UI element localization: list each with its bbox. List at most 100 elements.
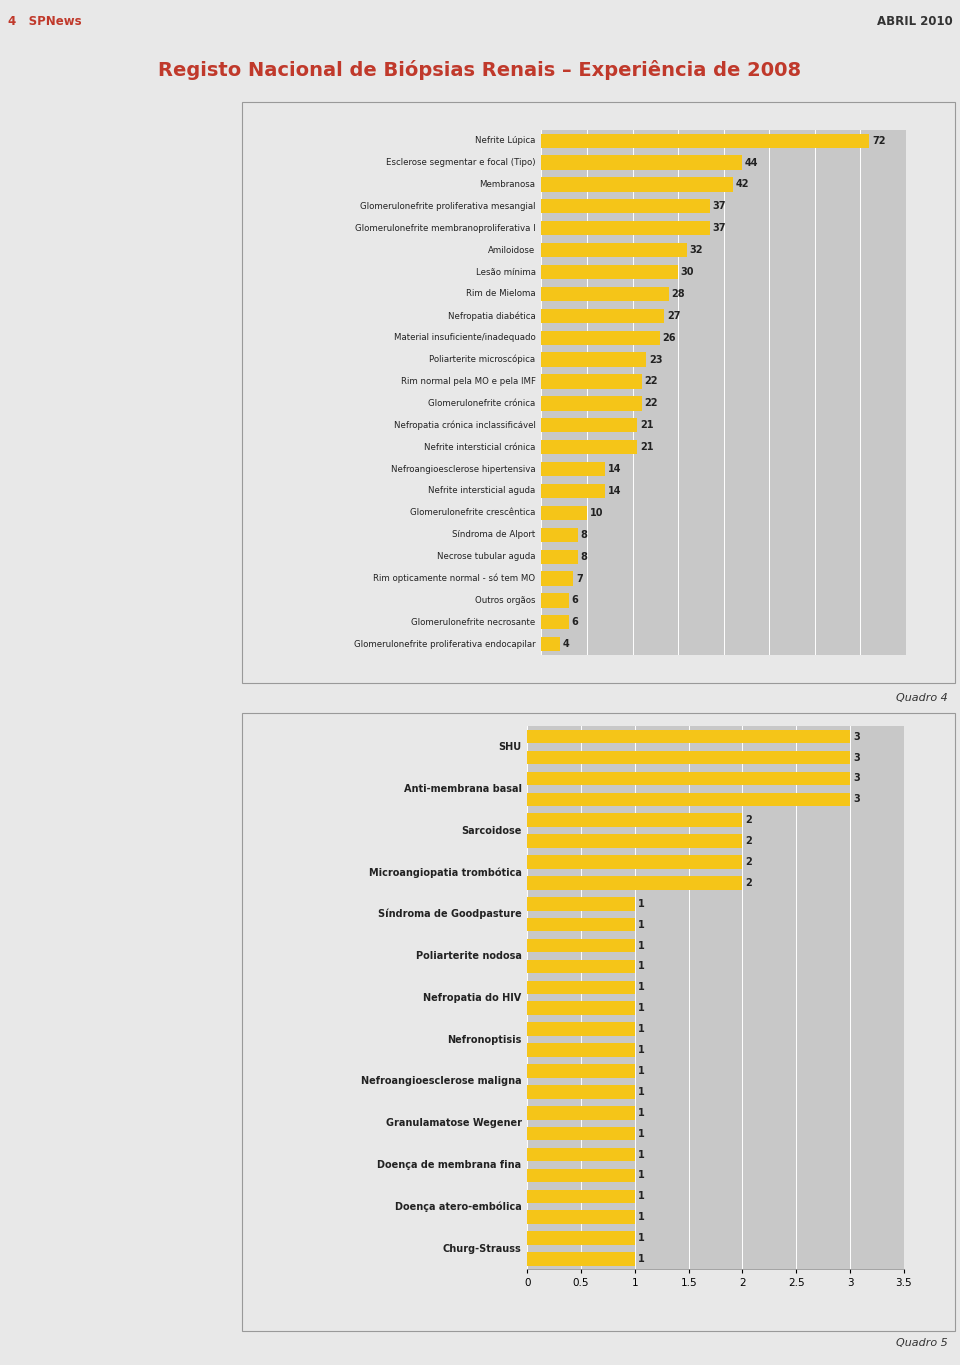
Text: 2: 2 [746, 857, 753, 867]
Text: Rim opticamente normal - só tem MO: Rim opticamente normal - só tem MO [373, 573, 536, 583]
Bar [541, 330, 660, 345]
Text: 14: 14 [608, 464, 621, 474]
Text: 14: 14 [608, 486, 621, 495]
Text: 1: 1 [638, 1254, 645, 1264]
Bar [527, 730, 850, 744]
Text: Nefropatia crónica inclassificável: Nefropatia crónica inclassificável [394, 420, 536, 430]
Text: Rim normal pela MO e pela IMF: Rim normal pela MO e pela IMF [400, 377, 536, 386]
Bar [541, 572, 573, 586]
Bar [527, 1065, 635, 1078]
Bar [527, 1127, 635, 1140]
Text: 23: 23 [649, 355, 662, 364]
Text: 1: 1 [638, 983, 645, 992]
Text: Glomerulonefrite crescêntica: Glomerulonefrite crescêntica [410, 508, 536, 517]
Bar [541, 308, 664, 324]
Bar [527, 1148, 635, 1162]
Text: 22: 22 [644, 377, 658, 386]
Bar [527, 960, 635, 973]
Bar [541, 177, 732, 191]
Text: 3: 3 [853, 794, 860, 804]
Text: 1: 1 [638, 1024, 645, 1035]
Bar [527, 939, 635, 953]
Text: Síndroma de Goodpasture: Síndroma de Goodpasture [378, 909, 521, 920]
Bar [527, 1231, 635, 1245]
Text: 37: 37 [712, 201, 726, 212]
Bar [541, 461, 605, 476]
Bar [527, 834, 742, 848]
Text: Lesão mínima: Lesão mínima [475, 268, 536, 277]
Text: 1: 1 [638, 1129, 645, 1138]
Text: Esclerose segmentar e focal (Tipo): Esclerose segmentar e focal (Tipo) [386, 158, 536, 167]
Bar [527, 771, 850, 785]
Bar [541, 483, 605, 498]
Bar [541, 352, 646, 367]
Text: Nefroangioesclerose maligna: Nefroangioesclerose maligna [361, 1077, 521, 1087]
Text: Nefronoptisis: Nefronoptisis [447, 1035, 521, 1044]
Text: 1: 1 [638, 1192, 645, 1201]
Text: Churg-Strauss: Churg-Strauss [443, 1244, 521, 1253]
Text: Outros orgãos: Outros orgãos [475, 597, 536, 605]
Text: Glomerulonefrite crónica: Glomerulonefrite crónica [428, 399, 536, 408]
Text: Doença de membrana fina: Doença de membrana fina [377, 1160, 521, 1170]
Text: Rim de Mieloma: Rim de Mieloma [466, 289, 536, 299]
Text: 10: 10 [589, 508, 603, 517]
Text: 1: 1 [638, 940, 645, 950]
Text: Anti-membrana basal: Anti-membrana basal [403, 784, 521, 794]
Bar [541, 506, 587, 520]
Text: 37: 37 [712, 224, 726, 233]
Text: Membranosa: Membranosa [480, 180, 536, 188]
Text: 1: 1 [638, 1066, 645, 1076]
Text: 3: 3 [853, 774, 860, 784]
Text: 6: 6 [571, 617, 578, 628]
Text: 32: 32 [690, 246, 704, 255]
Bar [527, 793, 850, 807]
Text: 1: 1 [638, 1046, 645, 1055]
Bar [527, 876, 742, 890]
Bar [527, 917, 635, 931]
Text: Amiloidose: Amiloidose [489, 246, 536, 255]
Text: Doença atero-embólica: Doença atero-embólica [395, 1201, 521, 1212]
Text: 1: 1 [638, 898, 645, 909]
Text: 3: 3 [853, 732, 860, 741]
Text: 4: 4 [563, 639, 569, 650]
Text: 26: 26 [662, 333, 676, 343]
Bar [527, 1252, 635, 1265]
Bar [527, 1043, 635, 1057]
Text: 1: 1 [638, 1233, 645, 1244]
Text: 30: 30 [681, 268, 694, 277]
Text: 42: 42 [735, 179, 749, 190]
Bar [541, 221, 709, 235]
Text: Síndroma de Alport: Síndroma de Alport [452, 530, 536, 539]
Text: Quadro 4: Quadro 4 [897, 692, 948, 703]
Bar [541, 287, 669, 302]
Text: ABRIL 2010: ABRIL 2010 [876, 15, 952, 29]
Text: 1: 1 [638, 1108, 645, 1118]
Bar [541, 418, 637, 433]
Text: 7: 7 [576, 573, 583, 584]
Text: 2: 2 [746, 837, 753, 846]
Bar [541, 440, 637, 455]
Bar [541, 243, 687, 257]
Bar [527, 856, 742, 868]
Text: Quadro 5: Quadro 5 [897, 1338, 948, 1349]
Text: Glomerulonefrite proliferativa mesangial: Glomerulonefrite proliferativa mesangial [360, 202, 536, 210]
Bar [541, 374, 641, 389]
Bar [541, 616, 569, 629]
Text: Poliarterite microscópica: Poliarterite microscópica [429, 355, 536, 364]
Text: Nefroangioesclerose hipertensiva: Nefroangioesclerose hipertensiva [391, 464, 536, 474]
Text: 1: 1 [638, 1087, 645, 1097]
Text: Microangiopatia trombótica: Microangiopatia trombótica [369, 867, 521, 878]
Text: 22: 22 [644, 399, 658, 408]
Bar [527, 1106, 635, 1119]
Text: 8: 8 [581, 551, 588, 561]
Text: Glomerulonefrite proliferativa endocapilar: Glomerulonefrite proliferativa endocapil… [354, 640, 536, 648]
Text: Nefropatia diabética: Nefropatia diabética [448, 311, 536, 321]
Bar [527, 1168, 635, 1182]
Bar [527, 897, 635, 910]
Bar [527, 1002, 635, 1016]
Bar [541, 265, 678, 278]
Bar [541, 156, 742, 169]
Bar [541, 594, 569, 607]
Text: 3: 3 [853, 752, 860, 763]
Text: 8: 8 [581, 530, 588, 539]
